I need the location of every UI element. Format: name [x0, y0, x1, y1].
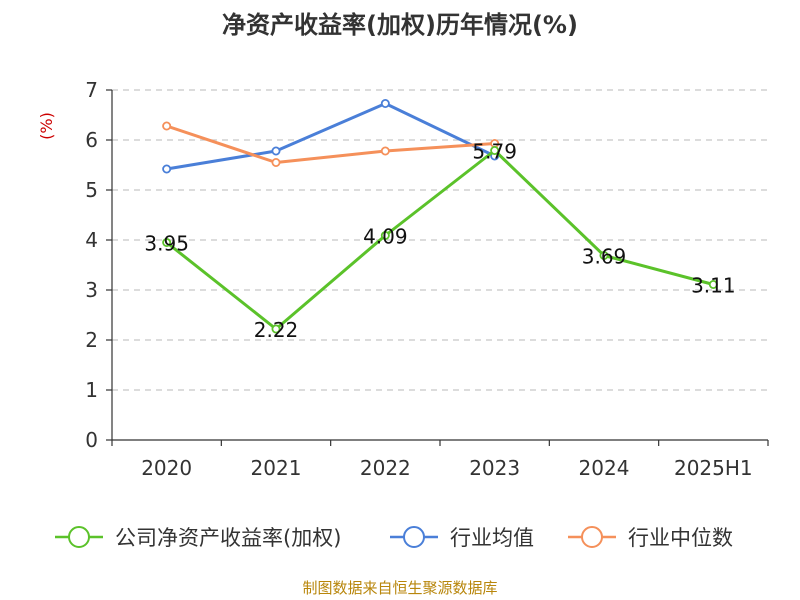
legend: 公司净资产收益率(加权) 行业均值 行业中位数	[55, 526, 733, 550]
x-tick-label: 2020	[141, 456, 192, 480]
x-tick-label: 2021	[251, 456, 302, 480]
y-tick-label: 0	[85, 428, 98, 452]
x-tick-label: 2023	[469, 456, 520, 480]
y-tick-label: 2	[85, 328, 98, 352]
data-point	[490, 145, 500, 155]
legend-marker	[581, 526, 603, 548]
data-point	[162, 164, 172, 174]
data-label: 5.79	[472, 140, 517, 164]
axes: 0 1 2 3 4 5 6 7 2020 2021 2022 2023 2024 2025H1	[85, 78, 769, 480]
legend-marker	[403, 526, 425, 548]
data-point	[599, 250, 609, 260]
y-tick-label: 5	[85, 178, 98, 202]
data-point	[271, 146, 281, 156]
data-point	[271, 157, 281, 167]
legend-label: 行业中位数	[628, 526, 733, 550]
data-point	[271, 324, 281, 334]
legend-label: 公司净资产收益率(加权)	[115, 526, 341, 550]
legend-marker	[68, 526, 90, 548]
source-note: 制图数据来自恒生聚源数据库	[302, 579, 497, 597]
grid-lines	[112, 89, 768, 391]
series-line	[165, 149, 714, 331]
data-point	[162, 121, 172, 131]
chart-title: 净资产收益率(加权)历年情况(%)	[222, 11, 578, 39]
series-line	[166, 102, 496, 171]
y-tick-label: 6	[85, 128, 98, 152]
x-tick-label: 2024	[579, 456, 630, 480]
x-tick-label: 2022	[360, 456, 411, 480]
data-point	[162, 237, 172, 247]
data-point	[380, 99, 390, 109]
series-group	[162, 99, 718, 334]
y-axis-label: (%)	[37, 112, 56, 140]
data-point	[380, 230, 390, 240]
data-label: 3.11	[691, 274, 736, 298]
y-tick-label: 1	[85, 378, 98, 402]
data-label: 3.69	[582, 245, 627, 269]
data-point	[708, 279, 718, 289]
y-tick-label: 7	[85, 78, 98, 102]
x-tick-label: 2025H1	[674, 456, 753, 480]
legend-label: 行业均值	[450, 526, 534, 550]
y-tick-label: 3	[85, 278, 98, 302]
data-label: 4.09	[363, 225, 408, 249]
data-label: 3.95	[144, 232, 189, 256]
series-line	[166, 124, 495, 164]
y-tick-label: 4	[85, 228, 98, 252]
data-label: 2.22	[254, 318, 299, 342]
data-labels: 3.95 2.22 4.09 5.79 3.69 3.11	[144, 140, 735, 343]
data-point	[380, 146, 390, 156]
